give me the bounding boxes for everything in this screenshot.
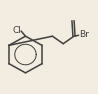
Text: Cl: Cl — [12, 26, 21, 35]
Text: Br: Br — [79, 30, 89, 39]
